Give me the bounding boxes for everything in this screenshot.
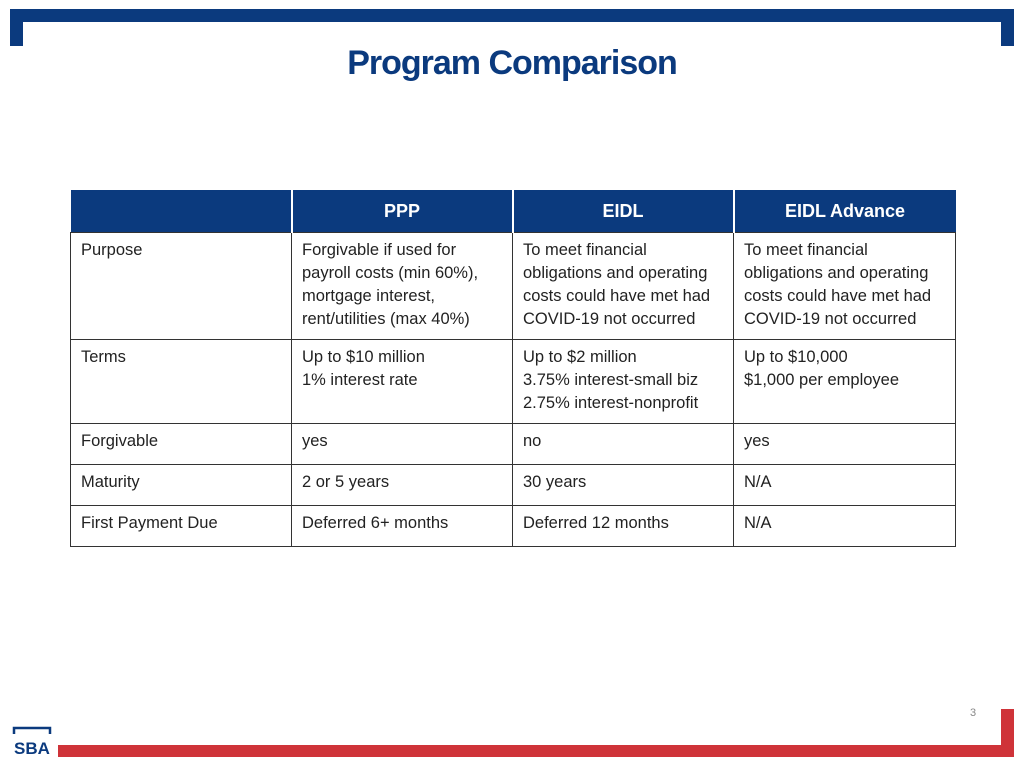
header-blank	[70, 190, 292, 233]
table-cell: To meet financial obligations and operat…	[512, 232, 734, 340]
row-label: Maturity	[70, 464, 292, 506]
table-row: Terms Up to $10 million 1% interest rate…	[70, 339, 956, 424]
table-cell: Deferred 12 months	[512, 505, 734, 547]
sba-logo: SBA	[12, 726, 52, 758]
top-frame-left	[10, 9, 23, 46]
table-cell: Up to $10,000 $1,000 per employee	[733, 339, 956, 424]
row-label: First Payment Due	[70, 505, 292, 547]
table-cell: 30 years	[512, 464, 734, 506]
table-cell: To meet financial obligations and operat…	[733, 232, 956, 340]
table-cell: 2 or 5 years	[291, 464, 513, 506]
header-ppp: PPP	[290, 190, 513, 233]
table-cell: yes	[291, 423, 513, 465]
top-frame-bar	[10, 9, 1014, 22]
comparison-table: PPP EIDL EIDL Advance Purpose Forgivable…	[70, 190, 956, 547]
header-eidl: EIDL	[511, 190, 734, 233]
logo-roof	[12, 726, 52, 734]
bottom-frame-right	[1001, 709, 1014, 757]
row-label: Purpose	[70, 232, 292, 340]
table-row: Forgivable yes no yes	[70, 423, 956, 465]
bottom-frame-bar	[58, 745, 1014, 757]
table-cell: Forgivable if used for payroll costs (mi…	[291, 232, 513, 340]
table-cell: yes	[733, 423, 956, 465]
header-eidl-advance: EIDL Advance	[732, 190, 956, 233]
table-cell: N/A	[733, 464, 956, 506]
table-header-row: PPP EIDL EIDL Advance	[70, 190, 956, 233]
table-row: First Payment Due Deferred 6+ months Def…	[70, 505, 956, 547]
row-label: Terms	[70, 339, 292, 424]
table-cell: Up to $10 million 1% interest rate	[291, 339, 513, 424]
table-cell: no	[512, 423, 734, 465]
table-row: Maturity 2 or 5 years 30 years N/A	[70, 464, 956, 506]
table-cell: Deferred 6+ months	[291, 505, 513, 547]
table-cell: Up to $2 million 3.75% interest-small bi…	[512, 339, 734, 424]
top-frame-right	[1001, 9, 1014, 46]
logo-text: SBA	[14, 739, 50, 758]
row-label: Forgivable	[70, 423, 292, 465]
table-row: Purpose Forgivable if used for payroll c…	[70, 232, 956, 340]
table-cell: N/A	[733, 505, 956, 547]
page-title: Program Comparison	[347, 44, 678, 82]
page-number: 3	[970, 707, 977, 719]
